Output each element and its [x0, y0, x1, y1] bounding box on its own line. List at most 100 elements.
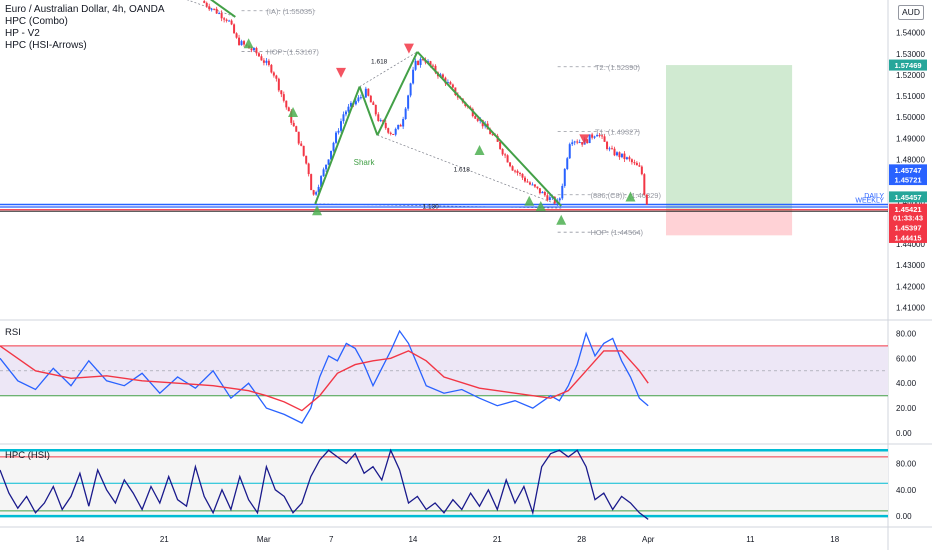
- price-axis-tick: 1.53000: [896, 50, 925, 59]
- candle-body: [531, 184, 534, 186]
- currency-button[interactable]: AUD: [898, 5, 924, 20]
- price-tag-label: 1.45721: [894, 176, 921, 185]
- price-tag-label: 1.45421: [894, 205, 921, 214]
- candle-body: [364, 88, 367, 98]
- candle-body: [223, 18, 226, 20]
- candle-body: [446, 82, 449, 84]
- candle-body: [322, 169, 325, 177]
- harmonic-pattern-leg: [314, 86, 361, 205]
- fib-ratio-label: 1.130: [423, 203, 440, 210]
- price-tag-label: 01:33:43: [893, 214, 923, 223]
- level-label: HOP: (1.44564): [591, 228, 644, 237]
- pattern-dashed-connector: [377, 134, 562, 207]
- candle-body: [409, 83, 412, 96]
- candle-body: [305, 155, 308, 164]
- sell-arrow-icon: [579, 134, 590, 145]
- candle-body: [285, 100, 288, 108]
- price-tag-badge: [889, 174, 927, 186]
- candle-body: [566, 158, 569, 169]
- candle-body: [615, 152, 618, 156]
- price-tag-badge: [889, 231, 927, 243]
- candle-body: [270, 64, 273, 73]
- candle-body: [412, 69, 415, 84]
- price-tag-badge: [889, 164, 927, 176]
- candle-body: [347, 106, 350, 112]
- candle-body: [419, 58, 422, 65]
- time-axis-tick: 21: [160, 535, 169, 544]
- candle-body: [379, 120, 382, 122]
- candle-body: [335, 132, 338, 143]
- candle-body: [389, 132, 392, 134]
- buy-arrow-icon: [625, 191, 636, 202]
- candle-body: [598, 135, 601, 137]
- candle-body: [240, 41, 243, 46]
- candle-body: [514, 170, 517, 172]
- candle-body: [310, 174, 313, 191]
- candle-body: [337, 130, 340, 133]
- candle-body: [344, 111, 347, 115]
- price-axis-tick: 1.44000: [896, 240, 925, 249]
- target-zone-box: [666, 65, 793, 212]
- candle-body: [260, 56, 263, 61]
- candle-body: [563, 168, 566, 186]
- candle-body: [519, 172, 522, 174]
- symbol-title[interactable]: Euro / Australian Dollar, 4h, OANDA: [5, 4, 165, 15]
- price-axis-tick: 1.50000: [896, 113, 925, 122]
- rsi-pane-title[interactable]: RSI: [5, 327, 21, 338]
- candle-body: [290, 111, 293, 123]
- price-axis-tick: 1.52000: [896, 71, 925, 80]
- candle-body: [369, 95, 372, 103]
- candle-body: [526, 181, 529, 183]
- hsi-axis-tick: 80.00: [896, 459, 917, 468]
- price-tag-label: 1.57469: [894, 61, 921, 70]
- candle-body: [213, 8, 216, 10]
- candle-body: [230, 20, 233, 25]
- candle-body: [613, 148, 616, 156]
- candle-body: [243, 41, 246, 45]
- hsi-pane-title[interactable]: HPC (HSI): [5, 450, 50, 461]
- candle-body: [417, 60, 420, 65]
- price-axis-tick: 1.42000: [896, 282, 925, 291]
- candle-body: [295, 126, 298, 132]
- candle-body: [623, 153, 626, 160]
- candle-body: [354, 101, 357, 105]
- buy-arrow-icon: [535, 200, 546, 211]
- harmonic-pattern-leg: [358, 86, 379, 136]
- candle-body: [618, 152, 621, 158]
- candle-body: [548, 197, 551, 201]
- candle-body: [287, 107, 290, 112]
- indicator-combo[interactable]: HPC (Combo): [5, 16, 68, 27]
- candle-body: [504, 154, 507, 156]
- candle-body: [374, 104, 377, 115]
- candle-body: [317, 186, 320, 193]
- candle-body: [558, 198, 561, 201]
- candle-body: [320, 176, 323, 187]
- candle-body: [332, 142, 335, 151]
- candle-body: [586, 139, 589, 144]
- price-tag-badge: [889, 191, 927, 203]
- candle-body: [267, 60, 270, 65]
- timeframe-level-label: DAILY: [864, 193, 884, 200]
- rsi-axis-tick: 20.00: [896, 404, 917, 413]
- level-label: T2: (1.52390): [595, 63, 641, 72]
- candle-body: [280, 90, 283, 95]
- candle-body: [491, 134, 494, 136]
- candle-body: [342, 114, 345, 122]
- candle-body: [516, 170, 519, 173]
- candle-body: [252, 48, 255, 51]
- candle-body: [645, 194, 648, 205]
- candle-body: [511, 166, 514, 171]
- candle-body: [218, 13, 221, 15]
- candle-body: [449, 82, 452, 85]
- candle-body: [372, 102, 375, 105]
- rsi-ma-line: [0, 345, 649, 412]
- candle-body: [588, 134, 591, 144]
- candle-body: [210, 8, 213, 10]
- rsi-axis-tick: 40.00: [896, 379, 917, 388]
- indicator-hsi-arrows[interactable]: HPC (HSI-Arrows): [5, 40, 87, 51]
- indicator-hp-v2[interactable]: HP - V2: [5, 28, 40, 39]
- candle-body: [571, 142, 574, 145]
- stop-zone-box: [666, 211, 793, 236]
